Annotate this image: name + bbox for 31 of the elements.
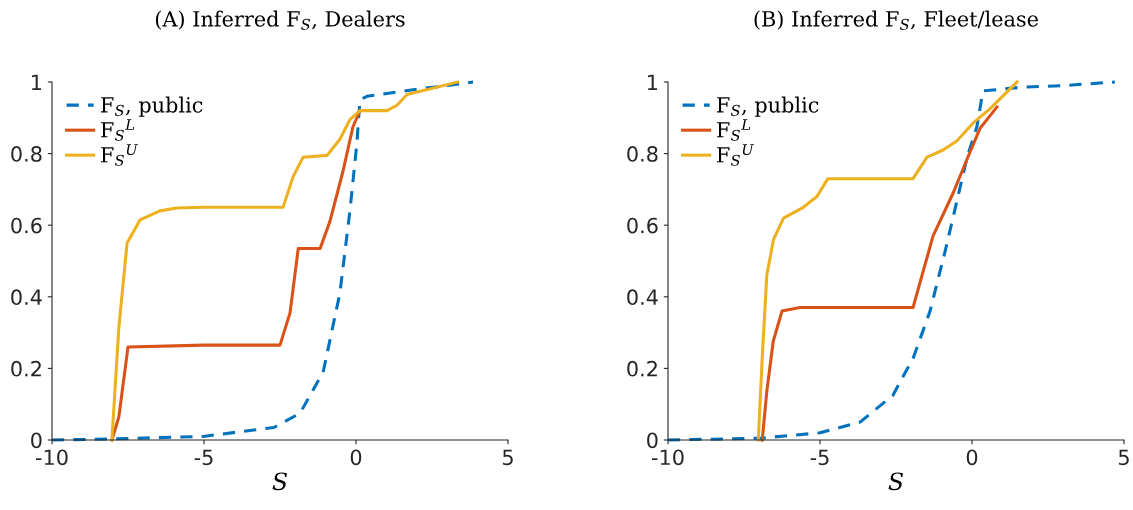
x-axis-title: S [888, 472, 904, 491]
legend-label: F$_{S}$$^{L}$ [101, 119, 135, 141]
y-tick-label: 0.2 [627, 360, 657, 377]
y-tick-label: 0.4 [627, 289, 658, 306]
y-tick-label: 0.6 [11, 217, 42, 234]
x-tick-label: -10 [652, 449, 684, 466]
x-tick-label: -5 [810, 449, 829, 466]
y-tick-label: 0.2 [11, 360, 41, 377]
legend-label: F$_{S}$$^{L}$ [717, 119, 751, 141]
legend-label: F$_{S}$, public [717, 96, 819, 117]
x-tick-label: 0 [350, 449, 362, 466]
x-tick-label: 5 [502, 449, 513, 466]
y-tick-label: 0.6 [627, 217, 658, 234]
x-tick-label: 0 [966, 449, 978, 466]
y-tick-label: 1 [32, 74, 42, 90]
chart-title: (A) Inferred F$_{S}$, Dealers [155, 10, 405, 30]
y-tick-label: 0.8 [11, 146, 42, 162]
legend-label: F$_{S}$$^{U}$ [101, 144, 138, 166]
x-tick-label: -5 [194, 449, 213, 466]
legend-label: F$_{S}$$^{U}$ [717, 144, 754, 166]
x-tick-label: -10 [36, 449, 68, 466]
y-tick-label: 0.4 [11, 289, 42, 306]
x-tick-label: 5 [1118, 449, 1129, 466]
y-tick-label: 0 [31, 432, 42, 449]
x-axis-title: S [272, 472, 288, 491]
legend-label: F$_{S}$, public [101, 96, 203, 117]
line-series [756, 80, 1019, 442]
chart-title: (B) Inferred F$_{S}$, Fleet/lease [754, 10, 1038, 30]
y-tick-label: 0.8 [627, 146, 658, 162]
y-tick-label: 1 [648, 74, 658, 90]
y-tick-label: 0 [647, 432, 658, 449]
